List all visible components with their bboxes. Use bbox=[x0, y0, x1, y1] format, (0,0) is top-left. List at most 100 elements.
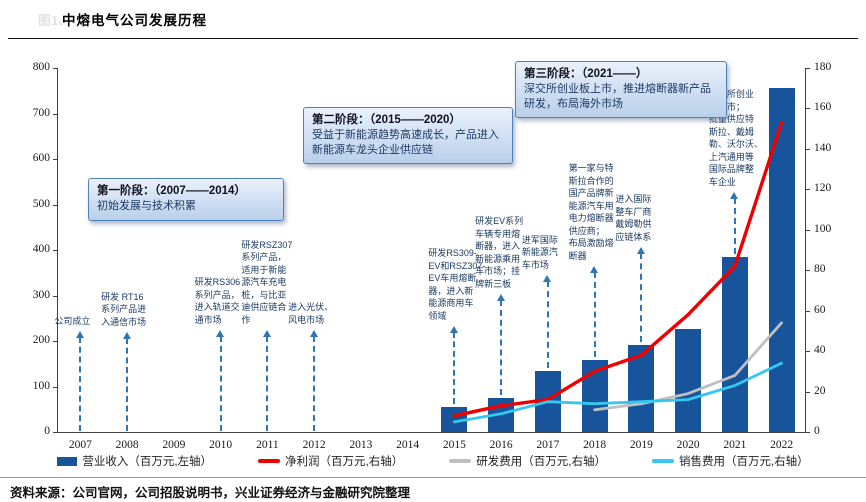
left-axis-tick-label: 500 bbox=[32, 197, 50, 210]
milestone-note-2010: 研发RS306 系列产品， 进入轨道交 通市场 bbox=[194, 277, 241, 325]
x-axis-year-label: 2016 bbox=[489, 439, 513, 451]
revenue-bar-2015 bbox=[441, 406, 468, 432]
milestone-arrow-2016 bbox=[500, 300, 503, 395]
x-axis-year-label: 2012 bbox=[302, 439, 326, 451]
right-axis-tick bbox=[806, 310, 810, 312]
revenue-bar-2018 bbox=[581, 360, 608, 432]
legend-label-sales-expense: 销售费用（百万元,右轴） bbox=[678, 456, 809, 468]
milestone-arrow-head-2012 bbox=[309, 330, 318, 337]
page-title: 中熔电气公司发展历程 bbox=[62, 13, 207, 28]
x-axis-year-label: 2014 bbox=[396, 439, 420, 451]
stage-2-body: 受益于新能源趋势高速成长，产品进入新能源车龙头企业供应链 bbox=[312, 129, 499, 156]
x-axis-line bbox=[57, 432, 806, 434]
revenue-bar-2021 bbox=[721, 256, 748, 432]
x-axis-year-label: 2013 bbox=[349, 439, 373, 451]
right-axis-tick-label: 140 bbox=[814, 141, 832, 154]
right-axis-tick-label: 20 bbox=[814, 384, 826, 397]
milestone-arrow-head-2007 bbox=[75, 331, 84, 338]
x-axis-year-label: 2021 bbox=[723, 439, 747, 451]
left-axis-tick-label: 400 bbox=[32, 243, 50, 255]
x-axis-year-label: 2022 bbox=[770, 439, 794, 451]
milestone-note-2011: 研发RSZ307 系列产品， 适用于新能 源汽车充电 桩，与比亚 迪供应链合 作 bbox=[241, 239, 293, 325]
left-axis-tick-label: 100 bbox=[32, 379, 50, 392]
right-axis-tick bbox=[806, 432, 810, 433]
footer-divider bbox=[0, 477, 866, 478]
x-axis-year-label: 2007 bbox=[68, 439, 92, 451]
right-axis-tick-label: 120 bbox=[814, 182, 832, 195]
rd-expense-line-swatch-icon bbox=[449, 459, 472, 463]
revenue-bar-2020 bbox=[675, 329, 702, 432]
legend-label-rd-expense: 研发费用（百万元,右轴） bbox=[476, 456, 606, 468]
milestone-arrow-head-2010 bbox=[216, 330, 225, 337]
right-axis-tick-label: 100 bbox=[814, 222, 832, 235]
stage-2-title: 第二阶段：（2015——2020） bbox=[312, 114, 461, 126]
milestone-arrow-2010 bbox=[219, 336, 222, 431]
x-axis-year-label: 2009 bbox=[162, 439, 186, 451]
milestone-arrow-2017 bbox=[546, 281, 549, 368]
left-axis-tick bbox=[53, 159, 57, 160]
right-axis-tick bbox=[806, 351, 810, 353]
milestone-arrow-2021 bbox=[733, 198, 736, 254]
figure-number-label: 图1、 bbox=[38, 13, 72, 28]
revenue-bar-2019 bbox=[628, 344, 655, 432]
left-axis-tick-label: 800 bbox=[32, 61, 50, 73]
milestone-note-2008: 研发 RT16 系列产品进 入通信市场 bbox=[101, 291, 147, 327]
right-axis-tick bbox=[806, 189, 810, 191]
stage-box-2: 第二阶段：（2015——2020） 受益于新能源趋势高速成长，产品进入新能源车龙… bbox=[303, 107, 513, 164]
left-axis-line bbox=[57, 68, 58, 433]
milestone-arrow-2008 bbox=[126, 338, 129, 431]
milestone-arrow-2019 bbox=[640, 253, 643, 342]
right-axis-tick-label: 180 bbox=[814, 61, 832, 73]
x-axis-year-label: 2010 bbox=[209, 439, 233, 451]
milestone-arrow-2018 bbox=[593, 272, 596, 358]
legend-label-revenue: 营业收入（百万元,左轴） bbox=[82, 456, 213, 468]
left-axis-tick bbox=[53, 113, 57, 115]
right-axis-tick bbox=[806, 108, 810, 110]
left-axis-tick-label: 0 bbox=[44, 425, 50, 437]
legend-item-rd-expense: 研发费用（百万元,右轴） bbox=[449, 453, 606, 469]
legend-label-net-profit: 净利润（百万元,右轴） bbox=[285, 456, 404, 468]
revenue-bar-2017 bbox=[534, 370, 561, 432]
right-axis-tick bbox=[806, 270, 810, 272]
left-axis-tick-label: 600 bbox=[32, 152, 50, 164]
stage-1-title: 第一阶段：（2007——2014） bbox=[97, 185, 246, 197]
net-profit-line-swatch-icon bbox=[258, 459, 281, 463]
x-axis-year-label: 2008 bbox=[115, 439, 139, 451]
milestone-arrow-2011 bbox=[266, 336, 269, 431]
right-axis-tick bbox=[806, 229, 810, 231]
title-divider bbox=[8, 38, 858, 39]
milestone-arrow-2012 bbox=[313, 336, 316, 431]
right-axis-tick-label: 160 bbox=[814, 101, 832, 114]
right-axis-tick bbox=[806, 68, 810, 69]
x-axis-year-label: 2015 bbox=[442, 439, 466, 451]
right-axis-tick-label: 60 bbox=[814, 303, 826, 316]
legend-item-net-profit: 净利润（百万元,右轴） bbox=[258, 453, 403, 469]
milestone-arrow-head-2011 bbox=[262, 330, 271, 337]
left-axis-tick bbox=[53, 432, 57, 433]
x-axis-year-label: 2020 bbox=[676, 439, 700, 451]
right-axis-tick-label: 80 bbox=[814, 263, 826, 276]
left-axis-tick-label: 700 bbox=[32, 106, 50, 119]
left-axis-tick-label: 300 bbox=[32, 288, 50, 301]
left-axis-tick bbox=[53, 295, 57, 297]
left-axis-tick bbox=[53, 68, 57, 69]
left-axis-tick bbox=[53, 341, 57, 342]
right-axis-tick bbox=[806, 148, 810, 150]
stage-3-title: 第三阶段：（2021——） bbox=[524, 68, 648, 80]
milestone-note-2012: 进入光伏、 风电市场 bbox=[288, 302, 334, 325]
x-axis-year-label: 2019 bbox=[629, 439, 653, 451]
stage-3-body: 深交所创业板上市，推进熔断器新产品研发，布局海外市场 bbox=[524, 83, 711, 110]
revenue-bar-swatch-icon bbox=[57, 456, 78, 466]
x-axis-year-label: 2011 bbox=[256, 439, 279, 451]
right-axis-tick-label: 40 bbox=[814, 344, 826, 357]
revenue-bar-2016 bbox=[488, 397, 515, 432]
right-axis-line bbox=[805, 68, 806, 433]
milestone-arrow-2015 bbox=[453, 332, 456, 404]
left-axis-tick bbox=[53, 386, 57, 388]
right-axis-tick-label: 0 bbox=[814, 425, 820, 437]
stage-1-body: 初始发展与技术积累 bbox=[97, 200, 196, 212]
legend-item-sales-expense: 销售费用（百万元,右轴） bbox=[651, 453, 809, 469]
source-note: 资料来源：公司官网，公司招股说明书，兴业证券经济与金融研究院整理 bbox=[10, 486, 411, 500]
